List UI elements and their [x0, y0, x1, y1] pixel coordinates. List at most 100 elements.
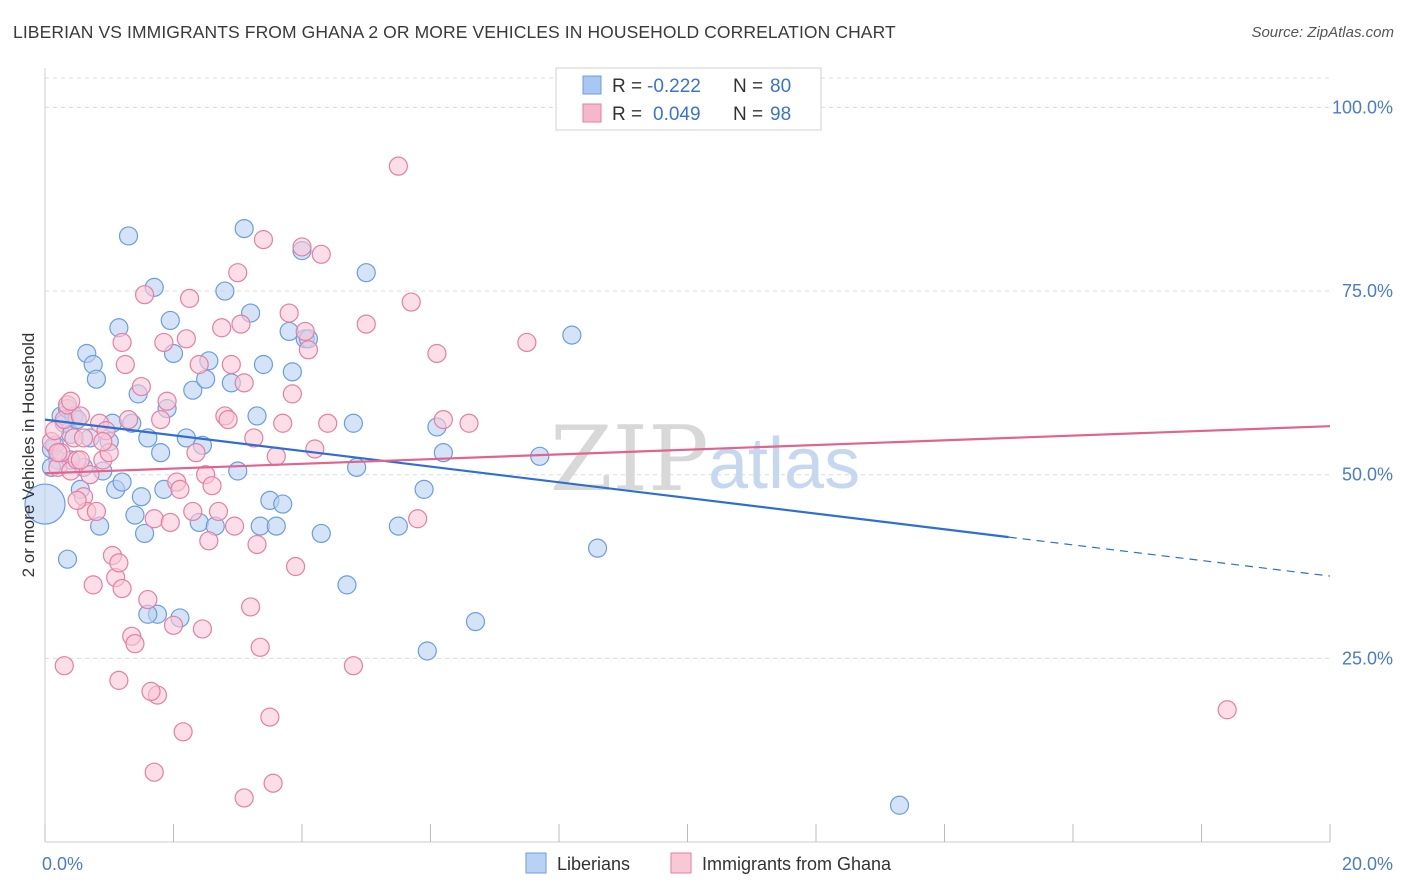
correlation-legend: R = -0.222 N = 80 R = 0.049 N = 98	[555, 67, 822, 131]
ghana-point-88	[112, 332, 132, 353]
ghana-point-92	[70, 450, 90, 470]
legend-label-liberians: Liberians	[557, 854, 630, 874]
ghana-point-77	[408, 509, 428, 529]
ghana-point-61	[263, 773, 283, 793]
ghana-point-47	[202, 476, 222, 496]
ghana-point-84	[234, 788, 254, 808]
liberians-point-23	[118, 226, 139, 246]
ghana-point-73	[343, 656, 363, 676]
legend-swatch-ghana	[670, 852, 692, 874]
ghana-point-33	[154, 332, 174, 353]
ghana-point-39	[173, 722, 193, 742]
ghana-point-93	[73, 428, 94, 448]
liberians-point-56	[279, 321, 299, 342]
liberians-point-67	[414, 479, 434, 499]
ghana-point-29	[138, 589, 158, 610]
x-tick-label-1: 20.0%	[1342, 854, 1393, 874]
y-tick-label-0: 25.0%	[1342, 648, 1393, 668]
ghana-point-96	[109, 670, 129, 690]
ghana-point-41	[179, 288, 200, 308]
liberians-point-75	[562, 325, 582, 345]
legend-swatch-blue	[582, 75, 602, 95]
ghana-points	[41, 156, 1237, 808]
ghana-point-70	[305, 439, 325, 459]
legend-swatch-liberians	[525, 852, 547, 874]
ghana-point-52	[221, 354, 241, 375]
ghana-point-42	[183, 501, 203, 522]
ghana-point-86	[67, 490, 87, 511]
ghana-point-34	[157, 391, 177, 411]
legend-r-value-pink: 0.049	[653, 104, 701, 125]
x-tick-label-0: 0.0%	[42, 854, 83, 874]
watermark: ZIP atlas	[550, 407, 860, 512]
ghana-point-94	[224, 516, 245, 536]
ghana-point-43	[186, 443, 206, 463]
ghana-point-91	[48, 443, 68, 463]
ghana-point-62	[266, 446, 286, 466]
liberians-point-71	[465, 612, 486, 632]
ghana-point-22	[112, 578, 132, 599]
ghana-point-28	[134, 285, 155, 305]
liberians-point-35	[160, 310, 180, 331]
ghana-point-71	[311, 244, 331, 264]
ghana-point-65	[282, 384, 302, 404]
liberians-point-66	[388, 516, 408, 536]
liberians-point-15	[86, 369, 107, 389]
ghana-point-60	[260, 707, 280, 727]
ghana-point-63	[273, 413, 293, 433]
ghana-point-97	[61, 391, 81, 411]
liberians-points	[24, 218, 910, 815]
ghana-trend-line	[44, 425, 1331, 475]
liberians-point-61	[311, 523, 331, 544]
ghana-point-53	[228, 263, 248, 283]
liberians-point-55	[273, 494, 293, 514]
ghana-point-64	[279, 303, 299, 323]
ghana-point-13	[83, 575, 103, 595]
ghana-point-57	[247, 534, 267, 555]
trend-lines	[44, 418, 1331, 577]
liberians-point-47	[228, 461, 248, 481]
ghana-point-81	[517, 332, 537, 353]
liberians-point-0	[24, 483, 66, 525]
ghana-point-32	[151, 409, 171, 430]
liberians-point-54	[266, 516, 286, 536]
ghana-point-38	[170, 479, 190, 499]
ghana-point-69	[298, 340, 319, 360]
legend-r-label-pink: R =	[612, 104, 642, 125]
ghana-point-72	[318, 413, 338, 433]
ghana-point-74	[356, 314, 376, 334]
ghana-point-55	[234, 373, 254, 393]
liberians-point-73	[57, 549, 78, 569]
ghana-point-27	[131, 376, 151, 397]
ghana-point-23	[115, 354, 135, 375]
legend-n-label-pink: N =	[733, 104, 763, 125]
ghana-point-21	[109, 553, 129, 573]
ghana-point-89	[141, 681, 161, 702]
ghana-point-56	[241, 597, 261, 617]
liberians-point-68	[417, 641, 437, 661]
ghana-point-75	[388, 156, 408, 176]
legend-swatch-pink	[582, 103, 602, 123]
ghana-point-51	[218, 409, 238, 430]
legend-r-value-blue: -0.222	[647, 76, 701, 97]
liberians-point-57	[282, 362, 302, 382]
liberians-point-50	[247, 406, 267, 426]
ghana-point-48	[208, 501, 229, 522]
legend-n-value-pink: 98	[770, 104, 791, 125]
legend-r-label-blue: R =	[612, 76, 642, 97]
liberians-point-63	[343, 413, 363, 433]
liberians-point-48	[234, 218, 254, 239]
ghana-point-85	[1217, 700, 1237, 720]
ghana-point-49	[212, 318, 232, 338]
liberians-point-76	[587, 538, 608, 558]
source-label: Source: ZipAtlas.com	[1251, 24, 1394, 41]
ghana-point-95	[244, 428, 264, 448]
liberians-point-39	[183, 380, 203, 400]
watermark-atlas: atlas	[708, 424, 860, 504]
ghana-point-78	[427, 343, 447, 364]
ghana-point-80	[459, 413, 479, 433]
ghana-point-14	[86, 501, 107, 522]
series-legend: Liberians Immigrants from Ghana	[525, 852, 892, 874]
y-tick-label-3: 100.0%	[1332, 97, 1393, 117]
